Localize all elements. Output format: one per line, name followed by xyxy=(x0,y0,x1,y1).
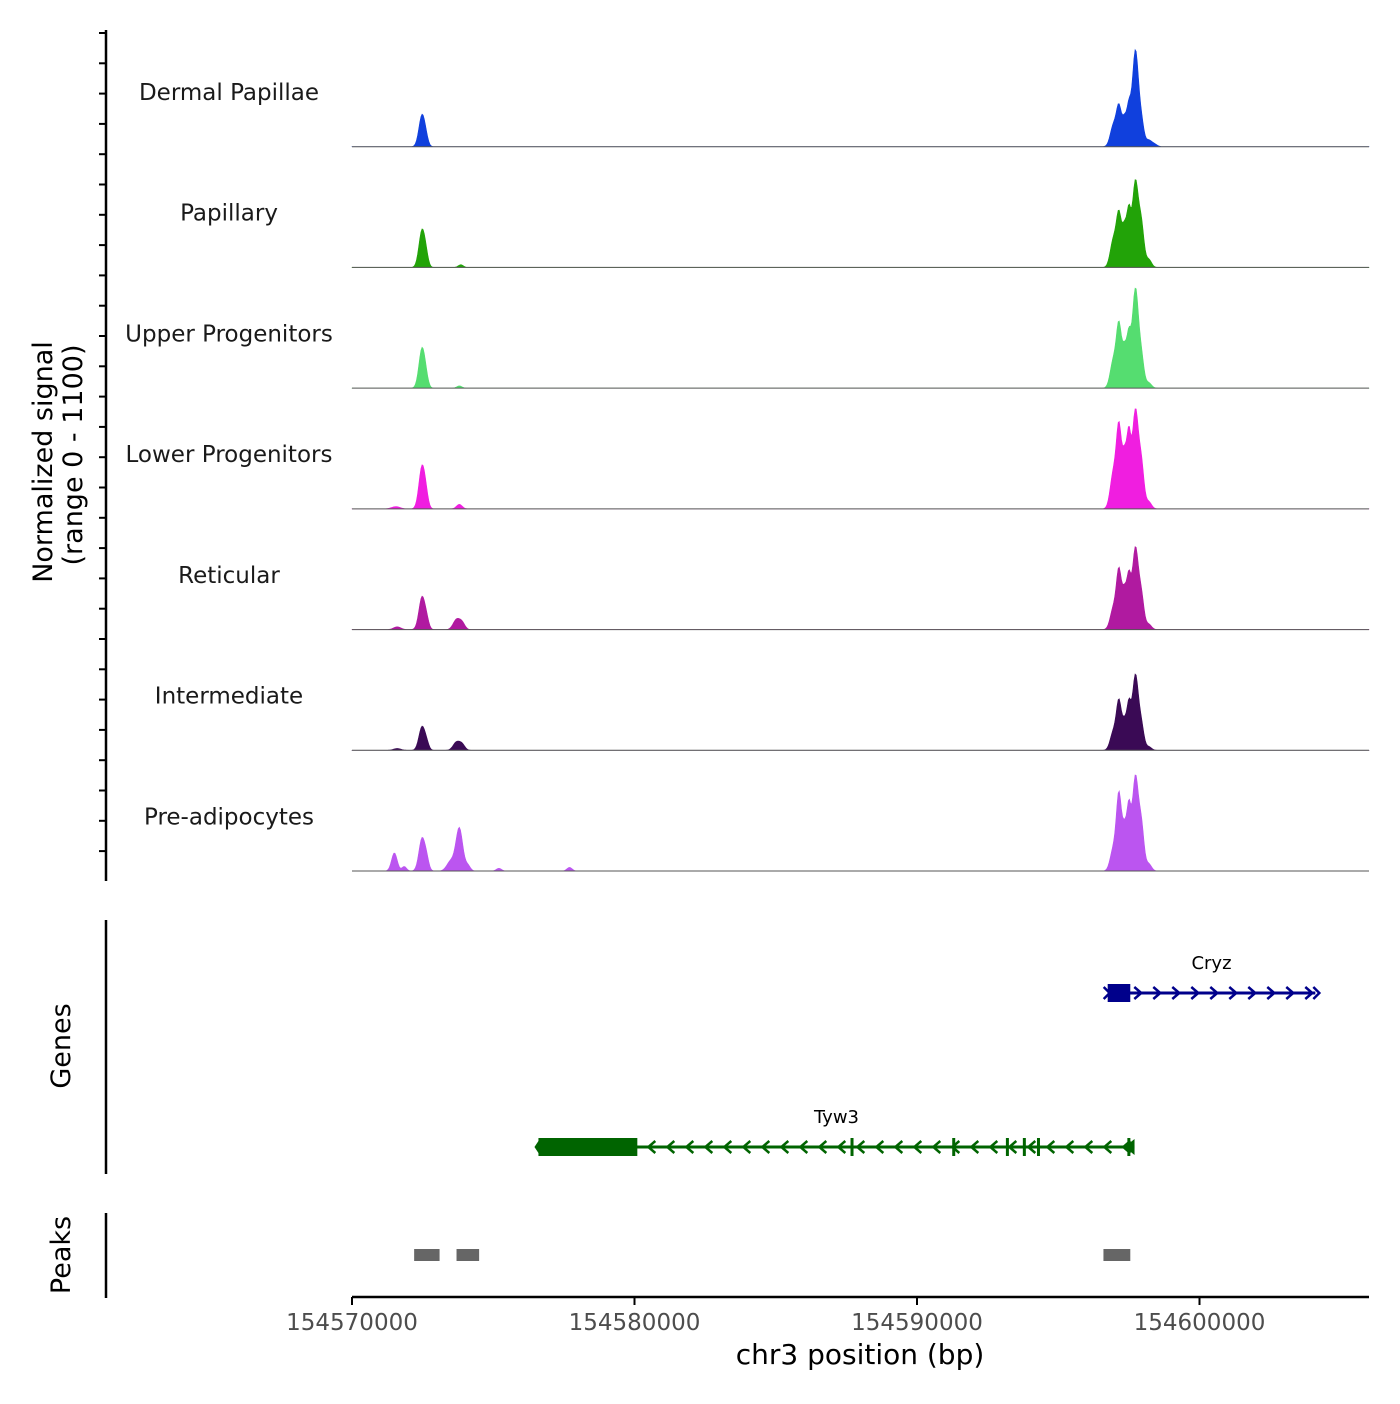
x-axis-title: chr3 position (bp) xyxy=(736,1338,985,1371)
track-label: Upper Progenitors xyxy=(125,321,333,347)
gene-tyw3: Tyw3 xyxy=(534,1107,1135,1156)
strand-chevron xyxy=(760,1140,771,1154)
strand-chevron xyxy=(1007,1140,1018,1154)
coverage-tracks xyxy=(351,48,1370,872)
strand-chevron xyxy=(874,1140,885,1154)
strand-chevron xyxy=(1247,986,1258,1000)
strand-chevron xyxy=(817,1140,828,1154)
x-tick-label: 154580000 xyxy=(569,1310,701,1336)
strand-chevron xyxy=(1026,1140,1037,1154)
track-label: Reticular xyxy=(178,563,280,589)
strand-chevron xyxy=(1312,986,1322,1000)
strand-chevron xyxy=(1083,1140,1094,1154)
strand-chevron xyxy=(931,1140,942,1154)
strand-chevron xyxy=(1064,1140,1075,1154)
strand-chevron xyxy=(1285,986,1296,1000)
gene-cryz: Cryz xyxy=(1102,953,1322,1002)
strand-chevron xyxy=(722,1140,733,1154)
strand-chevron xyxy=(1045,1140,1056,1154)
gene-annotations: Cryz Tyw3 xyxy=(534,953,1322,1156)
gene-exon-block xyxy=(1107,984,1131,1002)
coverage-series-reticular xyxy=(351,546,1370,630)
strand-chevron xyxy=(855,1140,866,1154)
y-axis-title: Normalized signal xyxy=(28,341,59,583)
gene-name-label: Cryz xyxy=(1191,953,1231,974)
strand-chevron xyxy=(893,1140,904,1154)
x-tick-label: 154600000 xyxy=(1134,1310,1266,1336)
coverage-series-intermediate xyxy=(351,673,1370,751)
x-axis-ticks: 154570000 154580000 154590000 154600000 xyxy=(286,1297,1265,1336)
track-label: Intermediate xyxy=(155,684,303,710)
strand-chevron xyxy=(665,1140,676,1154)
strand-chevron xyxy=(798,1140,809,1154)
track-label: Pre-adipocytes xyxy=(144,804,314,830)
coverage-series-lower-progenitors xyxy=(351,408,1370,510)
x-tick-label: 154590000 xyxy=(851,1310,983,1336)
strand-chevron xyxy=(969,1140,980,1154)
gene-name-label: Tyw3 xyxy=(813,1107,859,1128)
coverage-series-upper-progenitors xyxy=(351,287,1370,389)
strand-chevron xyxy=(988,1140,999,1154)
strand-chevron xyxy=(1171,986,1182,1000)
strand-chevron xyxy=(950,1140,961,1154)
strand-chevron xyxy=(1152,986,1163,1000)
coverage-series-pre-adipocytes xyxy=(352,774,1369,872)
y-axis-range: (range 0 - 1100) xyxy=(58,345,89,566)
strand-chevron xyxy=(1102,986,1112,1000)
gene-exon-block xyxy=(538,1138,638,1156)
coverage-series-papillary xyxy=(351,179,1370,268)
strand-chevron xyxy=(1266,986,1277,1000)
signal-y-axis-ticks xyxy=(99,32,106,853)
x-tick-label: 154570000 xyxy=(286,1310,418,1336)
strand-chevron xyxy=(912,1140,923,1154)
strand-chevron xyxy=(836,1140,847,1154)
track-label: Papillary xyxy=(180,201,278,227)
peaks-track-title: Peaks xyxy=(46,1216,77,1294)
genes-track-title: Genes xyxy=(46,1003,77,1088)
peak-region-bar xyxy=(1103,1249,1131,1261)
peak-regions xyxy=(414,1249,1131,1261)
peak-region-bar xyxy=(456,1249,480,1261)
strand-chevron xyxy=(684,1140,695,1154)
strand-chevron xyxy=(1124,1139,1135,1155)
strand-chevron xyxy=(1304,986,1315,1000)
strand-chevron xyxy=(741,1140,752,1154)
strand-chevron xyxy=(703,1140,714,1154)
strand-chevron xyxy=(1209,986,1220,1000)
strand-chevron xyxy=(1190,986,1201,1000)
strand-chevron xyxy=(1102,1140,1113,1154)
peak-region-bar xyxy=(414,1249,440,1261)
strand-chevron xyxy=(1121,1140,1132,1154)
track-label: Dermal Papillae xyxy=(139,80,319,106)
track-label: Lower Progenitors xyxy=(126,442,333,468)
strand-chevron xyxy=(646,1140,657,1154)
strand-chevron xyxy=(1228,986,1239,1000)
strand-chevron xyxy=(1133,986,1144,1000)
track-labels: Dermal Papillae Papillary Upper Progenitor… xyxy=(125,80,333,830)
strand-chevron xyxy=(534,1138,541,1156)
coverage-series-dermal-papillae xyxy=(351,48,1370,148)
strand-chevron xyxy=(779,1140,790,1154)
